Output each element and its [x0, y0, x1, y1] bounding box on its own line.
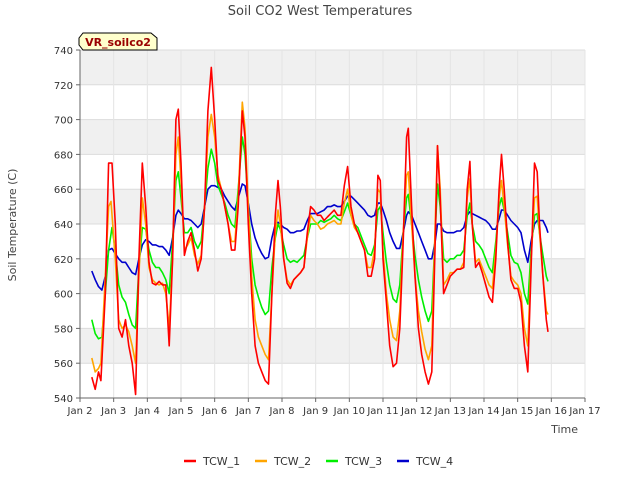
x-tick-label: Jan 8 — [269, 406, 295, 417]
y-tick-label: 680 — [54, 150, 73, 161]
x-tick-label: Jan 3 — [100, 406, 126, 417]
legend-label-tcw-4: TCW_4 — [415, 455, 453, 468]
legend-label-tcw-2: TCW_2 — [273, 455, 311, 468]
x-tick-label: Jan 17 — [568, 406, 600, 417]
y-tick-label: 700 — [54, 116, 73, 127]
plot-band — [80, 50, 585, 85]
x-tick-label: Jan 4 — [134, 406, 160, 417]
x-tick-label: Jan 6 — [201, 406, 227, 417]
x-tick-label: Jan 10 — [333, 406, 365, 417]
x-tick-label: Jan 16 — [535, 406, 567, 417]
x-tick-label: Jan 5 — [168, 406, 194, 417]
plot-band — [80, 119, 585, 155]
x-tick-label: Jan 7 — [235, 406, 261, 417]
x-tick-label: Jan 12 — [400, 406, 432, 417]
x-axis-label: Time — [550, 423, 578, 436]
y-tick-label: 740 — [54, 46, 73, 57]
x-tick-label: Jan 11 — [366, 406, 398, 417]
y-tick-label: 560 — [54, 359, 73, 370]
legend-label-tcw-3: TCW_3 — [344, 455, 382, 468]
y-axis-label: Soil Temperature (C) — [6, 169, 19, 282]
y-tick-label: 540 — [54, 394, 73, 405]
y-tick-label: 580 — [54, 324, 73, 335]
x-tick-label: Jan 14 — [467, 406, 499, 417]
y-axis-ticks: 540 560 580 600 620 640 660 680 700 720 740 — [54, 46, 80, 405]
grid-lines — [79, 49, 586, 399]
series-line-tcw-1 — [91, 66, 549, 396]
y-tick-label: 600 — [54, 290, 73, 301]
annotation-text: VR_soilco2 — [85, 36, 151, 49]
y-tick-label: 660 — [54, 185, 73, 196]
x-tick-label: Jan 15 — [501, 406, 533, 417]
series-line-tcw-4 — [91, 183, 549, 291]
chart-title: Soil CO2 West Temperatures — [228, 4, 413, 19]
x-axis-ticks: Jan 2 Jan 3 Jan 4 Jan 5 Jan 6 Jan 7 Jan 8 Jan 9… — [67, 398, 601, 417]
annotation-badge — [78, 32, 158, 51]
x-tick-label: Jan 2 — [67, 406, 93, 417]
legend: TCW_1 TCW_2 TCW_3 TCW_4 — [184, 455, 453, 468]
x-tick-label: Jan 13 — [434, 406, 466, 417]
legend-label-tcw-1: TCW_1 — [202, 455, 240, 468]
y-tick-label: 640 — [54, 220, 73, 231]
plot-band — [80, 328, 585, 364]
series-layer — [91, 66, 549, 396]
y-tick-label: 720 — [54, 81, 73, 92]
x-tick-label: Jan 9 — [302, 406, 328, 417]
station-annotation-box: VR_soilco2 — [78, 32, 158, 51]
series-line-tcw-3 — [91, 136, 549, 340]
y-tick-label: 620 — [54, 255, 73, 266]
